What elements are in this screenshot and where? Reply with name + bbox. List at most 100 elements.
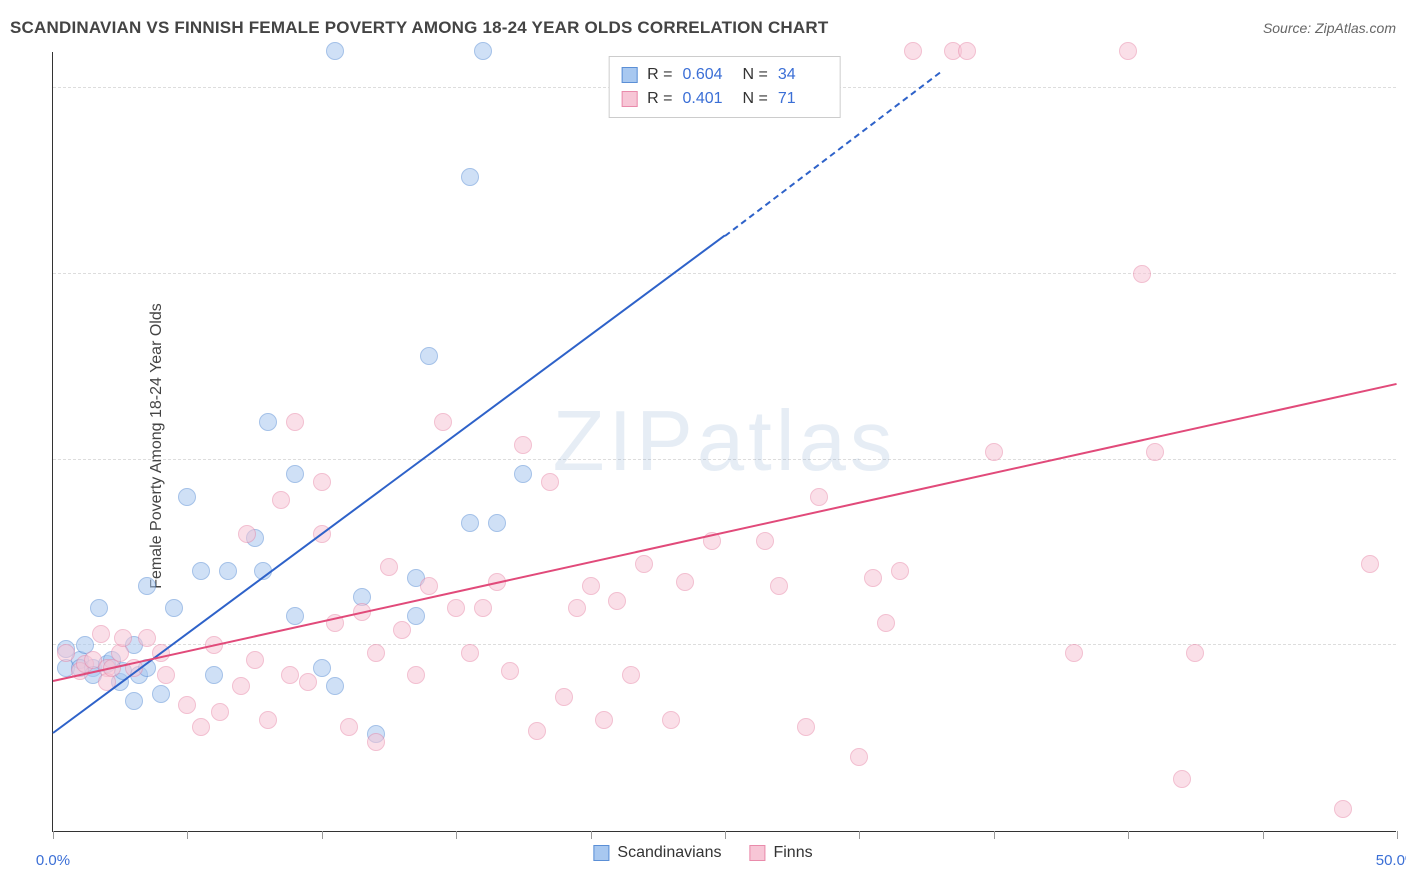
- n-value: 71: [778, 87, 828, 111]
- data-point: [864, 569, 882, 587]
- r-label: R =: [647, 63, 672, 87]
- data-point: [676, 573, 694, 591]
- data-point: [313, 659, 331, 677]
- data-point: [985, 443, 1003, 461]
- data-point: [474, 599, 492, 617]
- r-label: R =: [647, 87, 672, 111]
- data-point: [958, 42, 976, 60]
- chart-title: SCANDINAVIAN VS FINNISH FEMALE POVERTY A…: [10, 18, 828, 38]
- data-point: [1133, 265, 1151, 283]
- data-point: [461, 644, 479, 662]
- x-tick-label: 0.0%: [36, 852, 70, 869]
- data-point: [891, 562, 909, 580]
- data-point: [157, 666, 175, 684]
- data-point: [770, 577, 788, 595]
- chart-source: Source: ZipAtlas.com: [1263, 20, 1396, 36]
- data-point: [568, 599, 586, 617]
- n-label: N =: [743, 63, 768, 87]
- legend-row: R = 0.401 N = 71: [621, 87, 828, 111]
- legend-label: Scandinavians: [617, 844, 721, 862]
- data-point: [756, 532, 774, 550]
- h-gridline: [53, 459, 1396, 460]
- chart-header: SCANDINAVIAN VS FINNISH FEMALE POVERTY A…: [10, 18, 1396, 38]
- legend-row: R = 0.604N = 34: [621, 63, 828, 87]
- chart-area: ZIPatlas R = 0.604N = 34R = 0.401N = 71 …: [52, 52, 1396, 832]
- data-point: [211, 703, 229, 721]
- r-value: 0.604: [683, 63, 733, 87]
- x-tick: [456, 831, 457, 839]
- data-point: [192, 562, 210, 580]
- x-tick: [1128, 831, 1129, 839]
- data-point: [393, 621, 411, 639]
- data-point: [420, 577, 438, 595]
- data-point: [434, 413, 452, 431]
- series-legend: Scandinavians Finns: [593, 844, 812, 862]
- h-gridline: [53, 273, 1396, 274]
- data-point: [514, 436, 532, 454]
- data-point: [299, 673, 317, 691]
- data-point: [662, 711, 680, 729]
- legend-swatch: [593, 845, 609, 861]
- data-point: [528, 722, 546, 740]
- data-point: [219, 562, 237, 580]
- data-point: [192, 718, 210, 736]
- data-point: [259, 413, 277, 431]
- data-point: [541, 473, 559, 491]
- data-point: [1361, 555, 1379, 573]
- data-point: [286, 607, 304, 625]
- r-value: 0.401: [683, 87, 733, 111]
- x-tick: [1263, 831, 1264, 839]
- data-point: [461, 168, 479, 186]
- data-point: [461, 514, 479, 532]
- data-point: [420, 347, 438, 365]
- x-tick-label: 50.0%: [1376, 852, 1406, 869]
- data-point: [555, 688, 573, 706]
- x-tick: [187, 831, 188, 839]
- data-point: [259, 711, 277, 729]
- data-point: [1173, 770, 1191, 788]
- data-point: [810, 488, 828, 506]
- data-point: [246, 651, 264, 669]
- legend-label: Finns: [773, 844, 812, 862]
- data-point: [313, 473, 331, 491]
- data-point: [514, 465, 532, 483]
- source-label: Source:: [1263, 20, 1311, 36]
- data-point: [797, 718, 815, 736]
- data-point: [1334, 800, 1352, 818]
- legend-swatch: [621, 67, 637, 83]
- x-tick: [994, 831, 995, 839]
- n-label: N =: [743, 87, 768, 111]
- data-point: [92, 625, 110, 643]
- data-point: [407, 607, 425, 625]
- data-point: [138, 629, 156, 647]
- legend-item: Finns: [749, 844, 812, 862]
- data-point: [622, 666, 640, 684]
- source-value: ZipAtlas.com: [1315, 20, 1396, 36]
- data-point: [232, 677, 250, 695]
- data-point: [608, 592, 626, 610]
- data-point: [340, 718, 358, 736]
- data-point: [286, 413, 304, 431]
- data-point: [326, 42, 344, 60]
- legend-swatch: [621, 91, 637, 107]
- data-point: [595, 711, 613, 729]
- data-point: [57, 644, 75, 662]
- data-point: [582, 577, 600, 595]
- data-point: [165, 599, 183, 617]
- legend-item: Scandinavians: [593, 844, 721, 862]
- data-point: [1065, 644, 1083, 662]
- x-tick: [725, 831, 726, 839]
- plot-region: ZIPatlas R = 0.604N = 34R = 0.401N = 71 …: [52, 52, 1396, 832]
- data-point: [1146, 443, 1164, 461]
- data-point: [367, 733, 385, 751]
- data-point: [238, 525, 256, 543]
- watermark: ZIPatlas: [553, 393, 897, 491]
- data-point: [281, 666, 299, 684]
- data-point: [205, 666, 223, 684]
- x-tick: [322, 831, 323, 839]
- data-point: [138, 577, 156, 595]
- x-tick: [1397, 831, 1398, 839]
- data-point: [447, 599, 465, 617]
- data-point: [90, 599, 108, 617]
- data-point: [488, 514, 506, 532]
